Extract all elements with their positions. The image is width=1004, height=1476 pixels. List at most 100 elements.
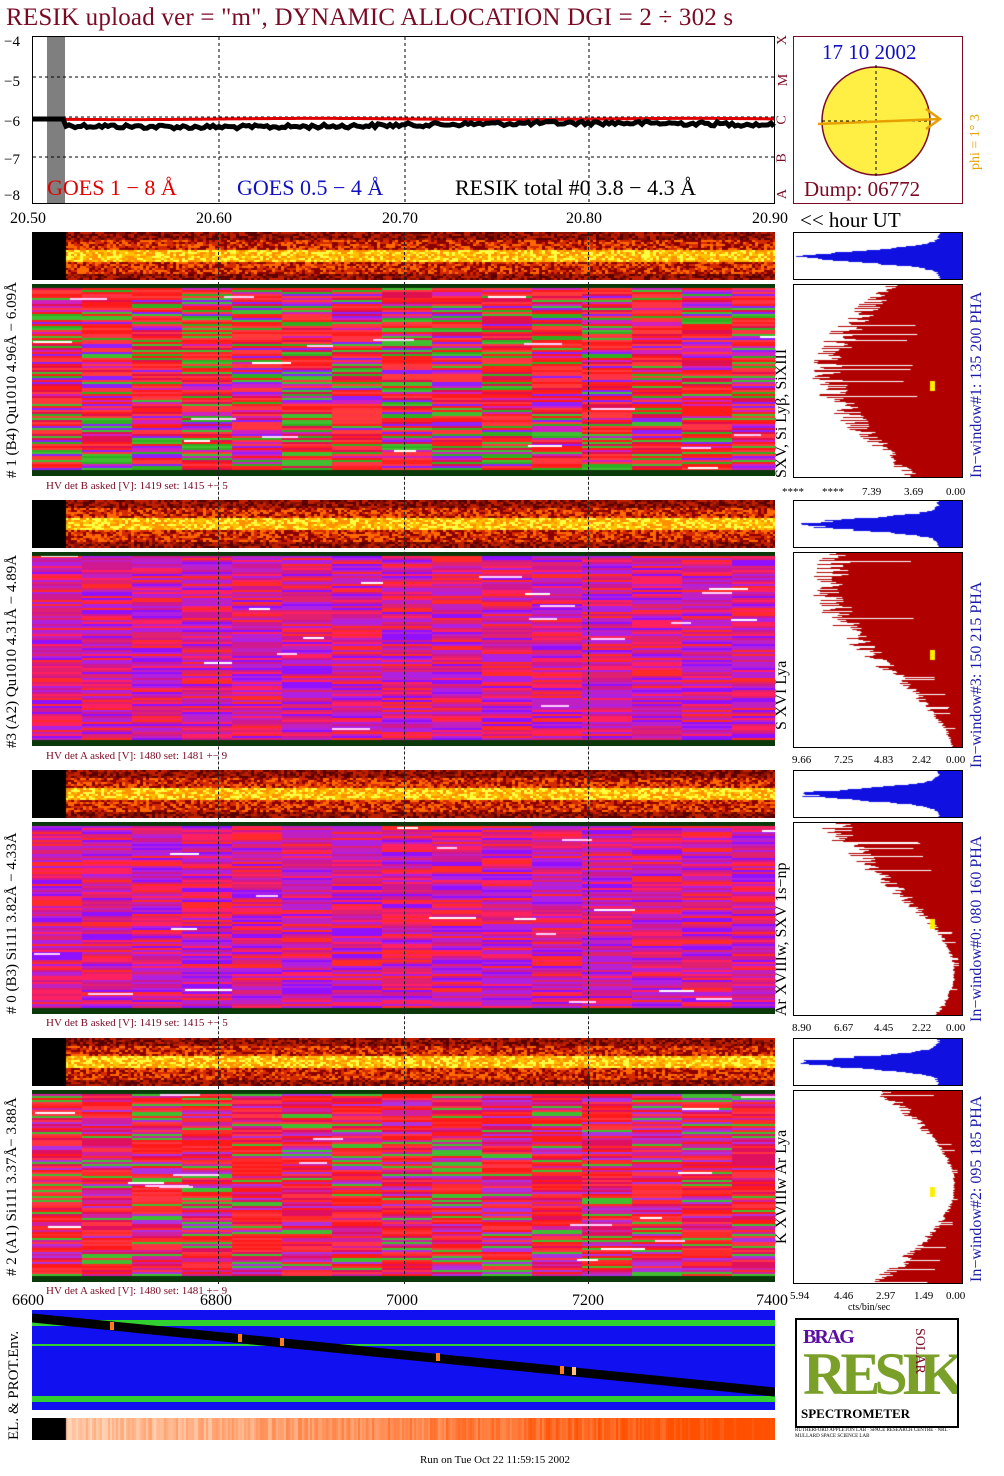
env-green-band: [32, 1320, 775, 1326]
time-unit-label: << hour UT: [800, 208, 901, 232]
env-bottom-strip: [32, 1418, 775, 1440]
hist-tick: 0.00: [946, 486, 966, 498]
phi-label: phi = 1° 3: [968, 114, 983, 170]
hist-tick: 4.46: [834, 1290, 854, 1302]
detector-1-hist-top: [793, 232, 963, 280]
detector-0-label: # 0 (B3) Si111 3.82Å − 4.33Å: [4, 832, 20, 1014]
hv-readout-3: HV det A asked [V]: 1480 set: 1481 +− 9: [46, 750, 228, 762]
env-x-tick: 6800: [200, 1292, 232, 1309]
logo-brand: RESIK: [803, 1341, 959, 1407]
goes-class-letter: C: [774, 115, 790, 125]
time-grid-line: [404, 232, 405, 1284]
logo-corner-text: BRAG: [803, 1326, 855, 1348]
hist-top-canvas: [794, 1039, 962, 1085]
detector-0-line-label: Ar XVIIIw, SXV 1s−np: [773, 862, 790, 1016]
detector-3-line-label: S XVI Lya: [773, 660, 790, 730]
hist-tick: 8.90: [792, 1022, 812, 1034]
detector-0-hist-top: [793, 770, 963, 818]
goes-class-letter: X: [775, 34, 791, 46]
detector-1-main-strip: [32, 284, 775, 476]
goes-y-tick: −5: [4, 74, 20, 90]
detector-2-line-label: K XVIIIw Ar Lya: [773, 1129, 790, 1244]
hist-tick: 1.49: [914, 1290, 934, 1302]
env-x-tick: 7400: [756, 1292, 788, 1309]
detector-1-spectrogram: [32, 232, 775, 478]
hist-top-canvas: [794, 501, 962, 547]
detector-2-hist-top: [793, 1038, 963, 1086]
hist-main-canvas: [794, 823, 962, 1015]
detector-3-label: #3 (A2) Qu1010 4.31Å − 4.89Å: [4, 554, 20, 748]
hist-main-canvas: [794, 1091, 962, 1283]
detector-3-histogram: [793, 552, 963, 748]
detector-1-line-label: SXV, Si Lyβ, SiXIII: [773, 348, 790, 478]
detector-1-window: In−window#1: 135 200 PHA: [968, 291, 985, 478]
env-x-tick: 7200: [572, 1292, 604, 1309]
goes-lightcurve-panel: GOES 1 − 8 Å GOES 0.5 − 4 Å RESIK total …: [32, 36, 776, 205]
hist-tick: 9.66: [792, 754, 812, 766]
hist-tick: 2.42: [912, 754, 932, 766]
goes-1-8-curve: [33, 116, 775, 122]
detector-2-main-strip: [32, 1090, 775, 1282]
hist-tick: 0.00: [946, 1022, 966, 1034]
env-green-band: [32, 1344, 775, 1346]
time-grid-line: [218, 232, 219, 1284]
detector-1-histogram: [793, 284, 963, 478]
footer-run-text: Run on Tue Oct 22 11:59:15 2002: [420, 1454, 570, 1466]
goes-class-letter: A: [775, 188, 791, 200]
detector-3-top-strip: [32, 500, 775, 548]
environment-label: EL. & PROT.Env.: [6, 1330, 22, 1440]
time-grid-line: [588, 232, 589, 1284]
goes-curves: [33, 37, 776, 205]
hv-readout-0: HV det B asked [V]: 1419 set: 1415 +− 5: [46, 1017, 228, 1029]
hist-tick: 2.97: [876, 1290, 896, 1302]
detector-0-main-strip: [32, 822, 775, 1014]
dump-number: Dump: 06772: [804, 177, 921, 201]
hist-top-canvas: [794, 771, 962, 817]
hist-tick: 2.22: [912, 1022, 932, 1034]
time-tick: 20.80: [566, 210, 602, 227]
page-title: RESIK upload ver = "m", DYNAMIC ALLOCATI…: [6, 4, 734, 31]
legend-goes-0.5-4: GOES 0.5 − 4 Å: [237, 175, 384, 200]
histogram-unit: cts/bin/sec: [848, 1302, 891, 1313]
hist-tick: 5.94: [790, 1290, 810, 1302]
hist-tick: 7.25: [834, 754, 854, 766]
time-tick: 20.60: [196, 210, 232, 227]
resik-logo: BRAG RESIK SOLAR SPECTROMETER: [795, 1318, 959, 1428]
detector-0-window: In−window#0: 080 160 PHA: [968, 835, 985, 1022]
hist-top-canvas: [794, 233, 962, 279]
hist-main-canvas: [794, 553, 962, 747]
env-green-band: [32, 1396, 775, 1402]
time-tick: 20.90: [752, 210, 788, 227]
env-x-tick: 6600: [12, 1292, 44, 1309]
sun-disk-icon: [817, 65, 943, 177]
hist-tick: 0.00: [946, 1290, 966, 1302]
hist-main-canvas: [794, 285, 962, 477]
sun-date: 17 10 2002: [822, 40, 917, 64]
legend-goes-1-8: GOES 1 − 8 Å: [47, 175, 177, 200]
detector-0-spectrogram: [32, 770, 775, 1016]
goes-y-tick: −6: [4, 114, 20, 130]
logo-fine-print: RUTHERFORD APPLETON LAB · SPACE RESEARCH…: [795, 1428, 951, 1439]
hist-tick: 3.69: [904, 486, 924, 498]
detector-2-window: In−window#2: 095 185 PHA: [968, 1095, 985, 1282]
time-tick: 20.70: [382, 210, 418, 227]
detector-3-hist-top: [793, 500, 963, 548]
logo-side-text: SOLAR: [912, 1328, 927, 1374]
hist-tick: 6.67: [834, 1022, 854, 1034]
hv-readout-1: HV det B asked [V]: 1419 set: 1415 +− 5: [46, 480, 228, 492]
hist-tick: ****: [782, 486, 804, 498]
goes-y-tick: −7: [4, 152, 20, 168]
legend-resik-total: RESIK total #0 3.8 − 4.3 Å: [455, 175, 696, 200]
detector-2-label: # 2 (A1) Si111 3.37Å− 3.88Å: [4, 1097, 20, 1276]
detector-0-top-strip: [32, 770, 775, 818]
detector-2-histogram: [793, 1090, 963, 1284]
goes-class-letter: B: [774, 153, 790, 163]
logo-subtitle: SPECTROMETER: [801, 1406, 911, 1421]
detector-3-spectrogram: [32, 500, 775, 748]
hist-tick: 4.45: [874, 1022, 894, 1034]
detector-1-label: # 1 (B4) Qu1010 4.96Å − 6.09Å: [4, 282, 20, 478]
hist-tick: ****: [822, 486, 844, 498]
orbit-track: [32, 1313, 775, 1397]
detector-2-top-strip: [32, 1038, 775, 1086]
detector-3-main-strip: [32, 552, 775, 746]
